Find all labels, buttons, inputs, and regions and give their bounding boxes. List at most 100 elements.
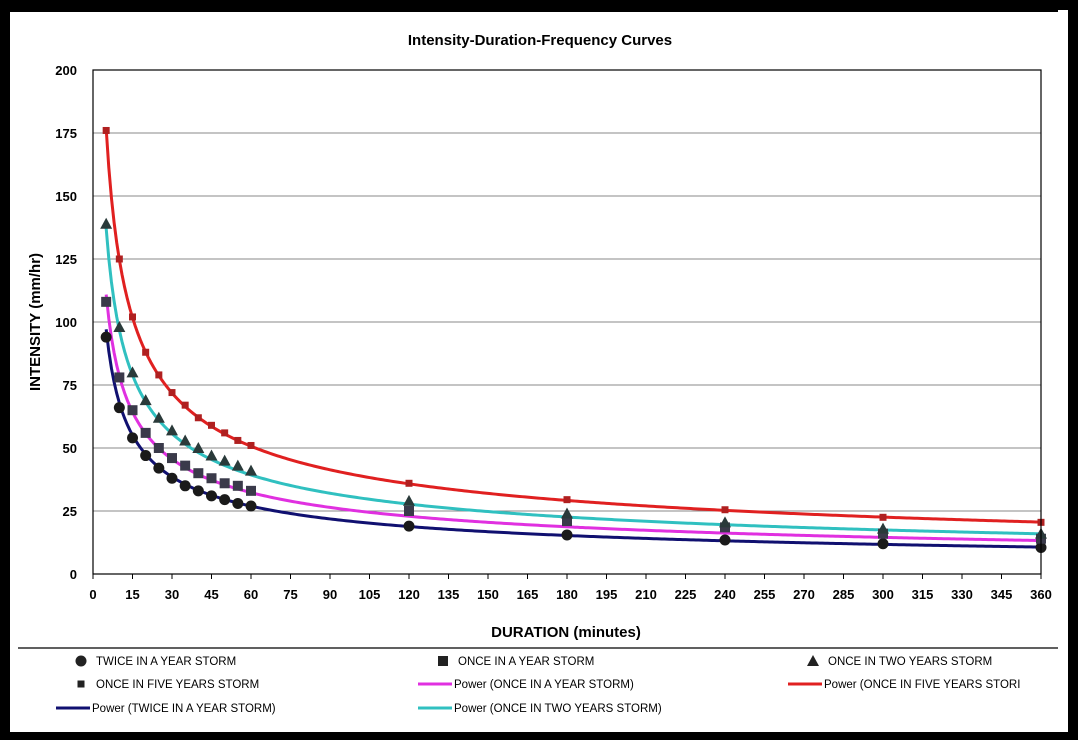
x-tick-label: 150 (477, 587, 499, 602)
y-tick-label: 100 (55, 315, 77, 330)
y-tick-label: 175 (55, 126, 77, 141)
data-point (100, 331, 112, 343)
legend-label: Power (ONCE IN TWO YEARS STORM) (454, 703, 662, 715)
data-point (114, 372, 125, 383)
x-tick-label: 60 (244, 587, 258, 602)
legend-item: ONCE IN A YEAR STORM (438, 656, 594, 668)
y-axis-label: INTENSITY (mm/hr) (27, 253, 44, 391)
x-tick-label: 180 (556, 587, 578, 602)
legend-item: TWICE IN A YEAR STORM (75, 655, 236, 668)
y-tick-label: 150 (55, 189, 77, 204)
data-point (234, 436, 242, 444)
data-point (179, 480, 191, 492)
data-point (179, 434, 192, 446)
x-tick-label: 240 (714, 587, 736, 602)
x-tick-label: 285 (833, 587, 855, 602)
data-point (208, 421, 215, 429)
data-point (101, 296, 112, 307)
data-point (561, 529, 573, 541)
data-point (155, 371, 163, 379)
data-point (245, 500, 257, 512)
legend-label: ONCE IN TWO YEARS STORM (828, 656, 992, 668)
x-tick-label: 330 (951, 587, 973, 602)
data-point (561, 507, 573, 519)
data-point (167, 453, 177, 464)
data-point (127, 405, 138, 416)
x-tick-label: 135 (438, 587, 460, 602)
data-point (102, 126, 110, 134)
data-point (877, 538, 889, 550)
data-point (877, 522, 889, 534)
trend-line (104, 329, 1042, 549)
legend-item: ONCE IN TWO YEARS STORM (807, 655, 992, 668)
y-tick-label: 75 (63, 378, 77, 393)
y-tick-label: 125 (55, 252, 77, 267)
x-tick-labels: 0 15 30 45 60 75 90 105 120 135 150 165 180 195 210 225… (89, 574, 1052, 602)
legend-label: ONCE IN A YEAR STORM (458, 656, 594, 668)
data-point (720, 522, 730, 533)
data-point (246, 485, 256, 496)
legend-marker (807, 655, 819, 666)
data-point (403, 520, 415, 532)
data-point (231, 459, 244, 471)
data-point (404, 506, 414, 516)
data-point (719, 534, 731, 546)
data-point (221, 429, 229, 437)
legend-marker (75, 655, 87, 667)
legend-label: Power (ONCE IN A YEAR STORM) (454, 679, 634, 691)
trend-lines (104, 128, 1042, 549)
data-point (168, 389, 176, 397)
y-tick-label: 25 (63, 504, 77, 519)
x-tick-label: 270 (793, 587, 815, 602)
data-point (879, 513, 887, 521)
data-point (193, 468, 204, 479)
x-tick-label: 195 (596, 587, 618, 602)
legend-item: Power (TWICE IN A YEAR STORM) (56, 703, 276, 715)
x-tick-label: 210 (635, 587, 657, 602)
legend-label: Power (TWICE IN A YEAR STORM) (92, 703, 276, 715)
x-tick-label: 165 (517, 587, 539, 602)
data-point (245, 464, 257, 476)
data-point (115, 255, 123, 263)
data-point (181, 401, 189, 409)
y-tick-labels: 0 25 50 75 100 125 150 175 200 (55, 63, 77, 582)
x-tick-label: 45 (204, 587, 218, 602)
x-tick-label: 255 (754, 587, 776, 602)
data-point (563, 496, 571, 504)
data-point (878, 528, 888, 539)
legend-label: TWICE IN A YEAR STORM (96, 656, 236, 668)
x-tick-label: 345 (991, 587, 1013, 602)
data-point (232, 497, 244, 509)
y-tick-label: 200 (55, 63, 77, 78)
legend-marker (77, 680, 85, 688)
trend-line (104, 128, 1042, 524)
x-tick-label: 0 (89, 587, 96, 602)
data-point (205, 449, 218, 461)
data-point (206, 473, 217, 484)
plot-border (92, 69, 1042, 575)
data-point (166, 472, 178, 484)
data-point (113, 402, 125, 414)
x-tick-label: 315 (912, 587, 934, 602)
data-point (219, 478, 230, 489)
data-point (166, 424, 178, 436)
x-tick-label: 75 (283, 587, 297, 602)
x-tick-label: 225 (675, 587, 697, 602)
legend-item: Power (ONCE IN FIVE YEARS STORI (788, 679, 1020, 691)
data-point (403, 494, 415, 506)
data-point (153, 443, 164, 453)
data-point (194, 414, 202, 422)
x-tick-label: 90 (323, 587, 337, 602)
x-tick-label: 30 (165, 587, 179, 602)
data-point (219, 494, 231, 506)
data-point (192, 485, 204, 497)
legend-label: ONCE IN FIVE YEARS STORM (96, 679, 259, 691)
x-tick-label: 360 (1030, 587, 1052, 602)
chart-inner-border (8, 10, 1058, 728)
x-tick-label: 15 (125, 587, 139, 602)
data-point (218, 454, 231, 466)
legend-item: Power (ONCE IN TWO YEARS STORM) (418, 703, 662, 715)
y-tick-label: 0 (70, 567, 77, 582)
